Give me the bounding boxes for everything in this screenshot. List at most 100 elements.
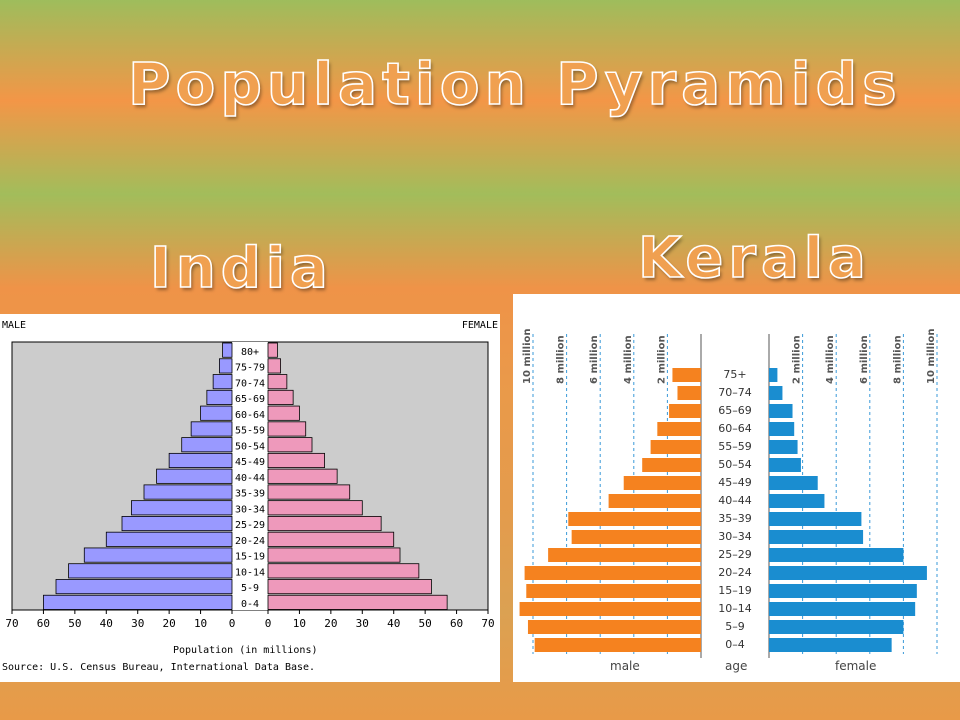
kerala-male-bar (568, 512, 701, 526)
india-female-bar (267, 484, 351, 500)
kerala-male-tick-label: 10 million (522, 328, 533, 384)
kerala-female-bar (769, 566, 927, 580)
india-female-bar (267, 421, 307, 437)
kerala-age-label: 25–29 (718, 548, 752, 561)
kerala-age-label: 75+ (723, 368, 746, 381)
india-male-bar (131, 500, 233, 516)
india-female-bar (267, 516, 382, 532)
india-male-bar (83, 547, 233, 563)
india-x-tick-label: 0 (265, 617, 272, 630)
india-female-bar (267, 594, 448, 610)
kerala-male-bar (677, 386, 701, 400)
india-male-bar (121, 516, 233, 532)
india-age-label: 5-9 (241, 583, 259, 594)
india-x-tick-label: 10 (293, 617, 306, 630)
kerala-male-bar (519, 602, 701, 616)
india-x-tick-label: 20 (163, 617, 176, 630)
kerala-male-bar (527, 620, 701, 634)
india-x-tick-label: 30 (356, 617, 369, 630)
kerala-age-label: 45–49 (718, 476, 752, 489)
kerala-female-bar (769, 512, 862, 526)
india-female-bar (267, 374, 288, 390)
india-male-bar (206, 389, 233, 405)
india-pyramid-chart: MALE FEMALE 0-4 5-9 10-14 15-19 20-24 25-29 30… (0, 314, 500, 682)
kerala-male-bar (571, 530, 701, 544)
india-female-bar (267, 389, 294, 405)
india-age-label: 35-39 (235, 489, 265, 500)
india-x-tick-label: 50 (419, 617, 432, 630)
kerala-age-label: age (725, 659, 748, 673)
india-male-bar (143, 484, 233, 500)
kerala-male-bar (657, 422, 701, 436)
kerala-female-bar (769, 368, 778, 382)
india-age-label: 10-14 (235, 567, 265, 578)
kerala-age-label: 60–64 (718, 422, 752, 435)
india-female-bar (267, 437, 313, 453)
kerala-male-bar (524, 566, 701, 580)
india-x-tick-label: 60 (37, 617, 50, 630)
india-female-bar (267, 500, 363, 516)
kerala-male-bar (623, 476, 701, 490)
india-x-tick-label: 60 (450, 617, 463, 630)
kerala-female-bar (769, 422, 795, 436)
kerala-female-bar (769, 548, 904, 562)
slide-title: Population Pyramids (127, 49, 902, 119)
kerala-male-bar (608, 494, 701, 508)
india-x-tick-label: 30 (131, 617, 144, 630)
india-x-tick-label: 20 (324, 617, 337, 630)
kerala-male-bar (650, 440, 701, 454)
kerala-age-label: 10–14 (718, 602, 752, 615)
kerala-heading: Kerala (637, 225, 871, 292)
india-female-label: FEMALE (461, 320, 498, 331)
india-male-bar (212, 374, 233, 390)
india-age-label: 80+ (241, 347, 259, 358)
kerala-female-bar (769, 530, 864, 544)
india-male-bar (168, 452, 233, 469)
india-age-label: 0-4 (241, 599, 259, 610)
kerala-male-tick-label: 2 million (656, 335, 667, 384)
india-x-axis-label: Population (in millions) (173, 645, 318, 656)
kerala-age-label: 50–54 (718, 458, 752, 471)
india-female-bar (267, 358, 281, 374)
kerala-male-tick-label: 6 million (589, 335, 600, 384)
kerala-male-bar (669, 404, 701, 418)
kerala-female-bar (769, 584, 917, 598)
kerala-female-tick-label: 8 million (892, 335, 903, 384)
india-female-bar (267, 405, 300, 421)
kerala-age-label: 0–4 (725, 638, 745, 651)
india-male-bar (219, 358, 233, 374)
kerala-male-bar (548, 548, 701, 562)
india-male-bar (200, 405, 233, 421)
india-female-bar (267, 342, 278, 358)
india-age-label: 75-79 (235, 363, 265, 374)
india-x-tick-label: 10 (194, 617, 207, 630)
kerala-male-bar (642, 458, 701, 472)
india-age-label: 60-64 (235, 410, 265, 421)
india-male-label: MALE (2, 320, 27, 331)
kerala-female-bar (769, 458, 801, 472)
india-male-bar (43, 594, 233, 610)
india-x-tick-label: 70 (5, 617, 18, 630)
india-male-bar (222, 342, 233, 358)
kerala-female-bar (769, 638, 892, 652)
india-male-bar (105, 531, 233, 547)
india-age-label: 40-44 (235, 473, 265, 484)
india-male-bar (190, 421, 233, 437)
india-age-label: 20-24 (235, 536, 265, 547)
kerala-female-bar (769, 620, 904, 634)
kerala-male-bar (526, 584, 701, 598)
kerala-age-label: 55–59 (718, 440, 752, 453)
india-age-label: 55-59 (235, 426, 265, 437)
india-female-bar (267, 563, 420, 579)
india-male-bar (156, 468, 233, 484)
kerala-male-bar (672, 368, 701, 382)
india-age-column (232, 342, 268, 610)
india-age-label: 25-29 (235, 520, 265, 531)
india-heading: India (149, 235, 333, 302)
kerala-female-bar (769, 494, 825, 508)
india-age-label: 15-19 (235, 552, 265, 563)
kerala-age-label: 65–69 (718, 404, 752, 417)
kerala-pyramid-chart: 10 million 8 million 6 million 4 million 2 m… (513, 294, 960, 682)
india-pyramid-plot: 0-4 5-9 10-14 15-19 20-24 25-29 30-34 35-39 40-4… (5, 341, 495, 630)
india-age-label: 30-34 (235, 504, 265, 515)
